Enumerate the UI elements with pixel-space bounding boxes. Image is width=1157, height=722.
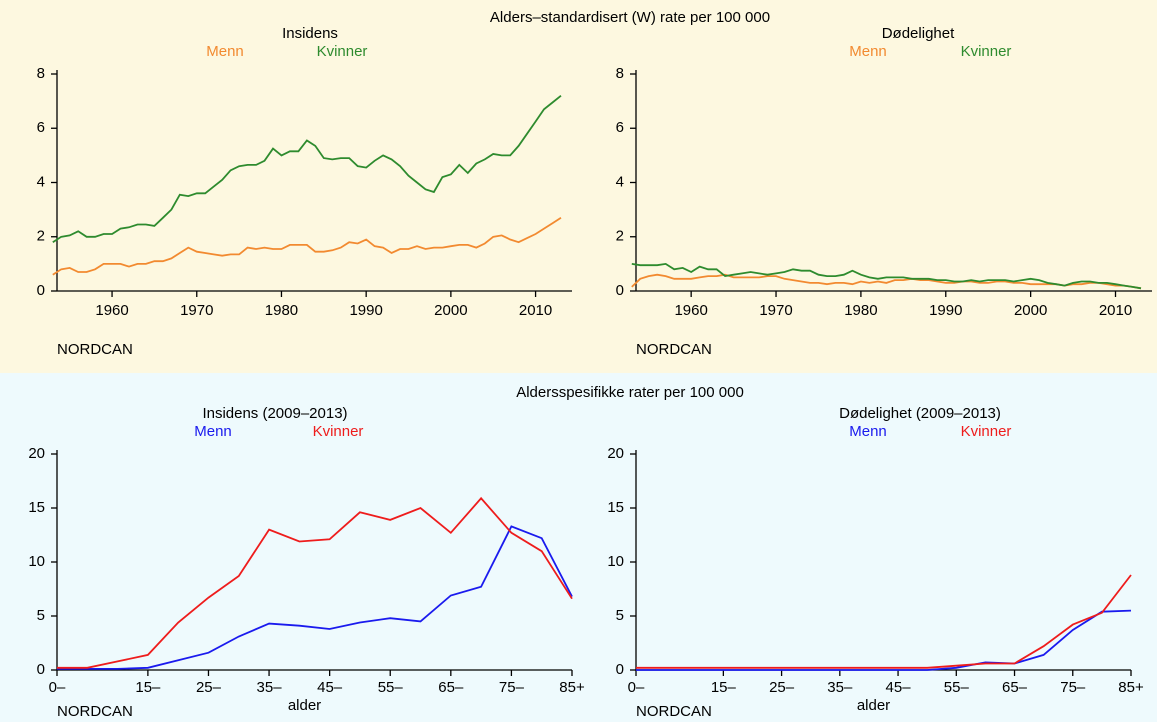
y-tick-label: 8 <box>37 65 45 82</box>
x-tick-label: 2000 <box>434 302 467 319</box>
section-heading: Alders–standardisert (W) rate per 100 00… <box>490 9 770 26</box>
y-tick-label: 0 <box>37 282 45 299</box>
y-tick-label: 2 <box>616 228 624 245</box>
y-tick-label: 0 <box>37 661 45 678</box>
legend-entry: Kvinner <box>961 43 1012 60</box>
legend-entry: Kvinner <box>313 423 364 440</box>
source-label: NORDCAN <box>57 703 133 720</box>
x-tick-label: 1970 <box>759 302 792 319</box>
x-tick-label: 55– <box>944 679 970 696</box>
y-tick-label: 10 <box>607 553 624 570</box>
y-tick-label: 2 <box>37 228 45 245</box>
x-tick-label: 85+ <box>1118 679 1144 696</box>
x-tick-label: 1990 <box>349 302 382 319</box>
data-line <box>52 94 562 243</box>
y-tick-label: 5 <box>616 607 624 624</box>
chart-subtitle: Insidens <box>282 25 338 42</box>
chart-subtitle: Insidens (2009–2013) <box>202 405 347 422</box>
legend-entry: Kvinner <box>317 43 368 60</box>
x-tick-label: 0– <box>628 679 645 696</box>
legend-entry: Menn <box>194 423 232 440</box>
x-tick-label: 65– <box>438 679 464 696</box>
x-tick-label: 15– <box>135 679 161 696</box>
x-tick-label: 35– <box>827 679 853 696</box>
bottom-panel <box>0 373 1157 722</box>
chart-subtitle: Dødelighet (2009–2013) <box>839 405 1001 422</box>
y-tick-label: 0 <box>616 661 624 678</box>
x-tick-label: 1970 <box>180 302 213 319</box>
legend-entry: Menn <box>849 423 887 440</box>
x-tick-label: 15– <box>711 679 737 696</box>
data-line <box>57 496 573 669</box>
x-tick-label: 65– <box>1002 679 1028 696</box>
x-tick-label: 75– <box>1060 679 1086 696</box>
x-tick-label: 2010 <box>1099 302 1132 319</box>
x-tick-label: 0– <box>49 679 66 696</box>
y-tick-label: 8 <box>616 65 624 82</box>
x-tick-label: 45– <box>317 679 343 696</box>
data-line <box>52 217 562 276</box>
data-line <box>57 525 573 670</box>
top-panel <box>0 0 1157 373</box>
section-heading: Aldersspesifikke rater per 100 000 <box>516 384 744 401</box>
x-tick-label: 1960 <box>674 302 707 319</box>
chart-subtitle: Dødelighet <box>882 25 955 42</box>
y-tick-label: 6 <box>616 119 624 136</box>
x-tick-label: 1980 <box>265 302 298 319</box>
data-line <box>636 609 1132 671</box>
source-label: NORDCAN <box>636 341 712 358</box>
x-tick-label: 1990 <box>929 302 962 319</box>
x-tick-label: 45– <box>886 679 912 696</box>
x-tick-label: 1960 <box>95 302 128 319</box>
legend-entry: Menn <box>206 43 244 60</box>
x-axis-label: alder <box>857 697 890 714</box>
x-tick-label: 25– <box>196 679 222 696</box>
y-tick-label: 0 <box>616 282 624 299</box>
data-line <box>636 574 1132 669</box>
x-axis-label: alder <box>288 697 321 714</box>
x-tick-label: 35– <box>257 679 283 696</box>
y-tick-label: 6 <box>37 119 45 136</box>
x-tick-label: 2010 <box>519 302 552 319</box>
x-tick-label: 85+ <box>559 679 585 696</box>
x-tick-label: 55– <box>378 679 404 696</box>
x-tick-label: 1980 <box>844 302 877 319</box>
source-label: NORDCAN <box>57 341 133 358</box>
y-tick-label: 4 <box>616 173 624 190</box>
x-tick-label: 2000 <box>1014 302 1047 319</box>
y-tick-label: 4 <box>37 173 45 190</box>
y-tick-label: 15 <box>607 499 624 516</box>
source-label: NORDCAN <box>636 703 712 720</box>
y-tick-label: 20 <box>607 445 624 462</box>
y-tick-label: 10 <box>28 553 45 570</box>
y-tick-label: 15 <box>28 499 45 516</box>
y-tick-label: 5 <box>37 607 45 624</box>
data-line <box>631 262 1142 290</box>
legend-entry: Menn <box>849 43 887 60</box>
x-tick-label: 25– <box>769 679 795 696</box>
x-tick-label: 75– <box>499 679 525 696</box>
legend-entry: Kvinner <box>961 423 1012 440</box>
y-tick-label: 20 <box>28 445 45 462</box>
